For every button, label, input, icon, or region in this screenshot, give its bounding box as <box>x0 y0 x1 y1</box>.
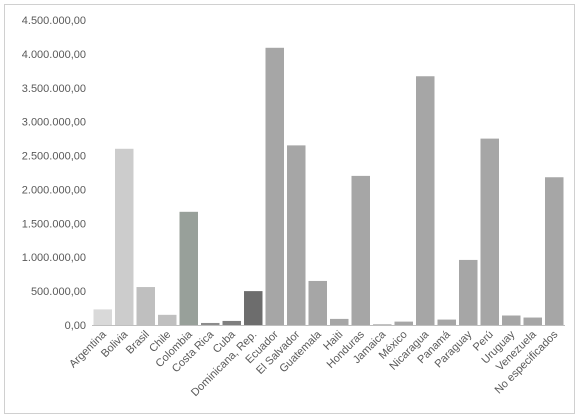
bar <box>523 317 542 325</box>
bar <box>308 280 327 325</box>
bar <box>545 177 564 325</box>
bar <box>179 211 198 325</box>
x-tick-label: Brasil <box>124 329 152 357</box>
bar <box>201 322 220 325</box>
bar <box>394 321 413 325</box>
y-tick-label: 2.000.000,00 <box>22 184 86 196</box>
bar <box>287 145 306 325</box>
y-tick-label: 500.000,00 <box>31 286 86 298</box>
bar <box>480 138 499 325</box>
chart-frame: 0,00 500.000,00 1.000.000,00 1.500.000,00 2.… <box>4 4 575 414</box>
y-tick-label: 1.000.000,00 <box>22 252 86 264</box>
bar <box>502 315 521 325</box>
y-tick-label: 2.500.000,00 <box>22 151 86 163</box>
bar <box>115 148 134 325</box>
bar <box>416 76 435 325</box>
bar <box>265 47 284 326</box>
bar <box>437 319 456 325</box>
bar <box>373 324 392 325</box>
bar <box>136 287 155 325</box>
y-tick-label: 1.500.000,00 <box>22 218 86 230</box>
x-axis-labels: ArgentinaBoliviaBrasilChileColombiaCosta… <box>67 328 561 399</box>
bars-group <box>93 47 564 326</box>
y-tick-label: 3.500.000,00 <box>22 83 86 95</box>
y-tick-label: 4.500.000,00 <box>22 15 86 27</box>
bar <box>158 314 177 325</box>
bar <box>459 259 478 325</box>
y-tick-label: 0,00 <box>65 320 86 332</box>
y-axis-ticks: 0,00 500.000,00 1.000.000,00 1.500.000,00 2.… <box>22 15 86 332</box>
y-tick-label: 3.000.000,00 <box>22 117 86 129</box>
bar <box>330 318 349 325</box>
y-tick-label: 4.000.000,00 <box>22 49 86 61</box>
bar <box>351 175 370 325</box>
bar <box>244 291 263 325</box>
bar <box>93 309 112 325</box>
bar-chart: 0,00 500.000,00 1.000.000,00 1.500.000,00 2.… <box>22 15 565 399</box>
bar <box>222 320 241 325</box>
